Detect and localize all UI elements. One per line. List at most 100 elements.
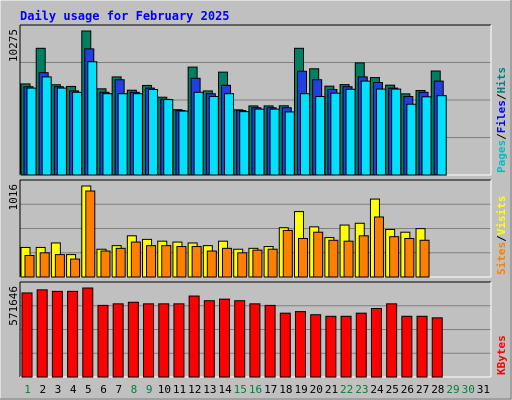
bar-pages-day-15 (239, 111, 250, 176)
legend-entry: / (495, 133, 508, 140)
bar-pages-day-28 (436, 95, 447, 176)
bar-pages-day-12 (193, 91, 204, 176)
bar-sites-day-5 (85, 190, 96, 278)
day-label-7: 7 (115, 383, 122, 396)
day-label-15: 15 (234, 383, 247, 396)
day-label-20: 20 (310, 383, 323, 396)
bar-kbytes-day-16 (249, 303, 261, 378)
legend-entry: Files (495, 100, 508, 133)
bar-pages-day-16 (254, 108, 265, 176)
bar-kbytes-day-19 (294, 311, 306, 378)
day-label-29: 29 (446, 383, 459, 396)
bar-kbytes-day-20 (310, 314, 322, 378)
bar-pages-day-2 (41, 76, 52, 176)
bar-kbytes-day-4 (67, 290, 79, 378)
bar-sites-day-22 (343, 240, 354, 278)
bar-pages-day-18 (284, 111, 295, 176)
day-label-9: 9 (146, 383, 153, 396)
bar-pages-day-20 (315, 96, 326, 176)
bar-kbytes-day-8 (127, 301, 139, 378)
day-label-13: 13 (203, 383, 216, 396)
bar-sites-day-1 (24, 255, 35, 278)
bar-pages-day-21 (330, 92, 341, 176)
bar-kbytes-day-26 (401, 315, 413, 378)
bar-pages-day-10 (163, 99, 174, 176)
bar-kbytes-day-12 (188, 295, 200, 378)
bar-sites-day-6 (100, 250, 111, 278)
bar-kbytes-day-13 (203, 300, 215, 378)
bar-pages-day-1 (26, 87, 37, 176)
bar-pages-day-9 (148, 89, 159, 176)
bar-pages-day-13 (208, 96, 219, 176)
bar-sites-day-20 (313, 231, 324, 278)
panel-kbytes: 571646 KBytes (7, 281, 508, 378)
legend-entry: Pages (495, 140, 508, 173)
bar-kbytes-day-21 (325, 315, 337, 378)
bar-pages-day-11 (178, 110, 189, 176)
bar-sites-day-4 (70, 258, 81, 278)
day-label-2: 2 (39, 383, 46, 396)
bar-kbytes-day-23 (355, 312, 367, 378)
bar-kbytes-day-17 (264, 304, 276, 378)
bar-kbytes-day-2 (36, 289, 48, 378)
day-label-5: 5 (85, 383, 92, 396)
bar-pages-day-5 (87, 61, 98, 176)
bar-kbytes-day-22 (340, 315, 352, 378)
bar-kbytes-day-27 (416, 315, 428, 378)
bar-kbytes-day-3 (51, 290, 63, 378)
bar-sites-day-8 (130, 241, 141, 278)
day-label-3: 3 (55, 383, 62, 396)
bar-sites-day-24 (373, 216, 384, 278)
bar-sites-day-7 (115, 247, 126, 278)
bar-pages-day-17 (269, 108, 280, 176)
chart-title: Daily usage for February 2025 (20, 9, 230, 23)
bar-pages-day-22 (345, 88, 356, 176)
day-label-4: 4 (70, 383, 77, 396)
bar-pages-day-19 (299, 93, 310, 176)
day-label-6: 6 (100, 383, 107, 396)
bar-sites-day-25 (389, 236, 400, 278)
legend-entry: / (495, 235, 508, 242)
bar-kbytes-day-6 (97, 304, 109, 378)
day-label-17: 17 (264, 383, 277, 396)
bar-kbytes-day-9 (143, 303, 155, 378)
bar-kbytes-day-14 (219, 298, 231, 378)
bar-sites-day-12 (191, 246, 202, 278)
bar-kbytes-day-28 (431, 317, 443, 378)
day-label-31: 31 (477, 383, 490, 396)
bar-pages-day-4 (72, 91, 83, 176)
bar-sites-day-26 (404, 237, 415, 278)
bar-sites-day-13 (206, 250, 217, 278)
bar-sites-day-23 (358, 235, 369, 278)
y-max-label: 10275 (7, 29, 20, 62)
day-label-1: 1 (24, 383, 31, 396)
bar-pages-day-26 (406, 103, 417, 176)
bar-pages-day-24 (375, 88, 386, 176)
legend: Pages/Files/Hits (495, 67, 508, 173)
bar-kbytes-day-1 (21, 292, 33, 378)
bar-pages-day-3 (56, 87, 67, 176)
bar-sites-day-10 (161, 245, 172, 278)
day-label-8: 8 (131, 383, 138, 396)
bar-sites-day-27 (419, 239, 430, 278)
bar-sites-day-11 (176, 246, 187, 278)
day-label-24: 24 (370, 383, 384, 396)
bar-sites-day-21 (328, 239, 339, 278)
bar-pages-day-14 (224, 93, 235, 176)
day-label-18: 18 (279, 383, 292, 396)
bar-sites-day-9 (146, 245, 157, 278)
bar-kbytes-day-15 (234, 300, 246, 378)
bar-pages-day-23 (360, 80, 371, 176)
day-label-21: 21 (325, 383, 338, 396)
bar-kbytes-day-24 (370, 307, 382, 378)
bar-sites-day-3 (54, 254, 65, 278)
bar-sites-day-2 (39, 252, 50, 278)
bar-kbytes-day-7 (112, 303, 124, 378)
bar-pages-day-7 (117, 93, 128, 176)
bar-pages-day-8 (132, 93, 143, 176)
panel-visits-sites: 1016 Sites/Visits (7, 179, 508, 278)
legend-entry: Sites (495, 242, 508, 275)
day-label-23: 23 (355, 383, 368, 396)
panel-hits-files-pages: 10275 Pages/Files/Hits (7, 24, 508, 176)
